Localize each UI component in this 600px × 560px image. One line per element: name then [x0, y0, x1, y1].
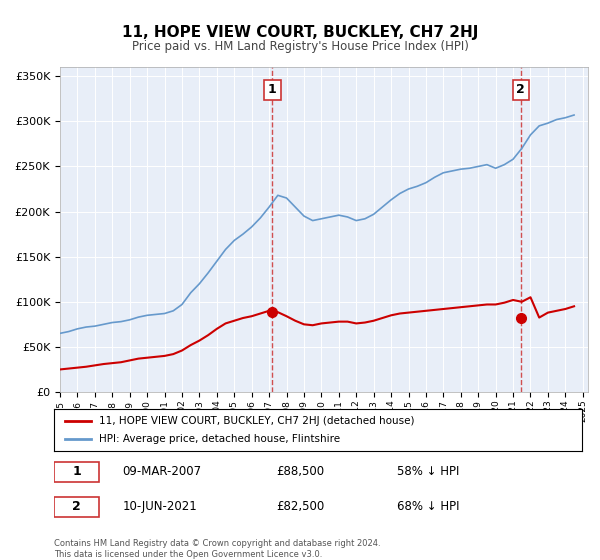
Text: Contains HM Land Registry data © Crown copyright and database right 2024.: Contains HM Land Registry data © Crown c… — [54, 539, 380, 548]
Text: 1: 1 — [73, 465, 81, 478]
Text: £82,500: £82,500 — [276, 500, 324, 514]
FancyBboxPatch shape — [54, 461, 99, 482]
Text: 2: 2 — [73, 500, 81, 514]
Text: £88,500: £88,500 — [276, 465, 324, 478]
Text: HPI: Average price, detached house, Flintshire: HPI: Average price, detached house, Flin… — [99, 434, 340, 444]
Text: This data is licensed under the Open Government Licence v3.0.: This data is licensed under the Open Gov… — [54, 550, 322, 559]
Text: 1: 1 — [268, 83, 277, 96]
Text: 09-MAR-2007: 09-MAR-2007 — [122, 465, 202, 478]
Text: Price paid vs. HM Land Registry's House Price Index (HPI): Price paid vs. HM Land Registry's House … — [131, 40, 469, 53]
Text: 11, HOPE VIEW COURT, BUCKLEY, CH7 2HJ (detached house): 11, HOPE VIEW COURT, BUCKLEY, CH7 2HJ (d… — [99, 416, 415, 426]
Text: 11, HOPE VIEW COURT, BUCKLEY, CH7 2HJ: 11, HOPE VIEW COURT, BUCKLEY, CH7 2HJ — [122, 25, 478, 40]
Text: 58% ↓ HPI: 58% ↓ HPI — [397, 465, 460, 478]
FancyBboxPatch shape — [54, 497, 99, 517]
Text: 10-JUN-2021: 10-JUN-2021 — [122, 500, 197, 514]
Text: 2: 2 — [517, 83, 525, 96]
Text: 68% ↓ HPI: 68% ↓ HPI — [397, 500, 460, 514]
